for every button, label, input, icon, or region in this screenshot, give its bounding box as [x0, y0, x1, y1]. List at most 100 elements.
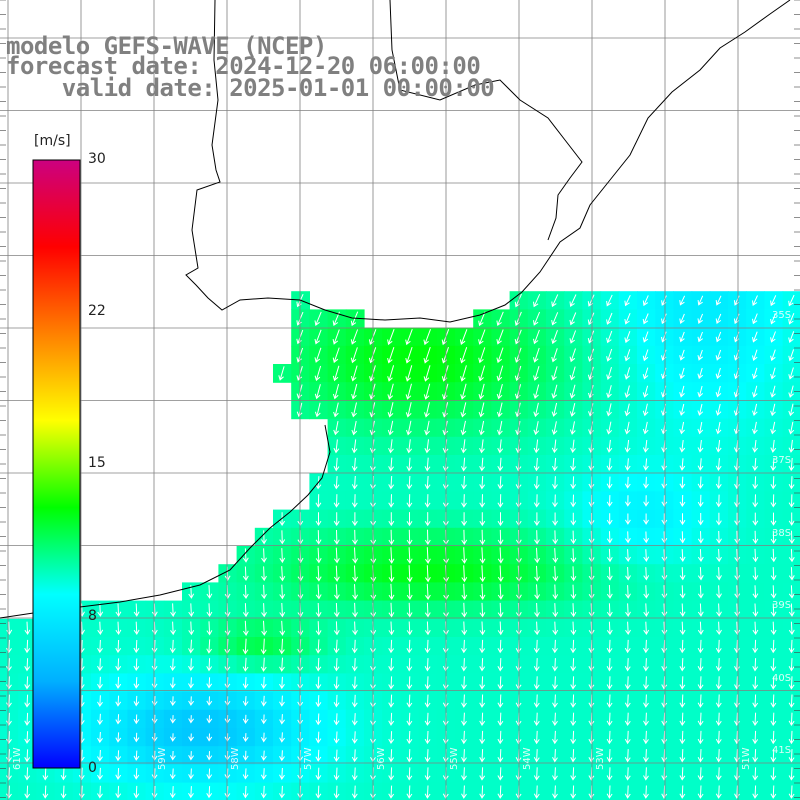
wind-arrow: [643, 658, 649, 672]
wind-arrow: [752, 639, 759, 654]
wind-arrow: [388, 639, 395, 654]
wind-arrow: [716, 603, 722, 617]
wind-arrow: [788, 567, 795, 581]
wind-arrow: [497, 457, 504, 472]
wind-arrow: [133, 639, 140, 654]
wind-arrow: [734, 567, 741, 581]
wind-arrow: [570, 712, 577, 727]
wind-arrow: [788, 476, 795, 490]
wind-arrow: [606, 403, 612, 417]
wind-arrow: [424, 457, 431, 472]
wind-arrow: [333, 512, 340, 527]
wind-arrow: [387, 347, 395, 364]
wind-arrow: [788, 785, 795, 799]
wind-arrow: [133, 785, 140, 799]
wind-arrow: [625, 621, 631, 636]
wind-arrow: [169, 677, 176, 689]
wind-arrow: [332, 329, 340, 345]
wind-arrow: [752, 439, 758, 453]
wind-arrow: [24, 694, 31, 708]
wind-arrow: [715, 458, 722, 471]
wind-arrow: [788, 749, 795, 763]
wind-arrow: [533, 457, 540, 472]
wind-arrow: [315, 584, 322, 600]
wind-arrow: [679, 403, 685, 416]
wind-arrow: [716, 585, 722, 599]
wind-arrow: [624, 785, 631, 799]
wind-arrow: [679, 767, 686, 781]
wind-arrow: [624, 749, 631, 763]
wind-arrow: [478, 311, 486, 327]
wind-arrow: [479, 712, 486, 727]
wind-arrow: [734, 676, 740, 690]
wind-arrow: [770, 403, 776, 417]
wind-arrow: [533, 311, 541, 326]
wind-arrow: [624, 458, 631, 471]
wind-arrow: [461, 730, 467, 745]
wind-arrow: [697, 313, 704, 324]
wind-arrow: [315, 767, 322, 781]
wind-arrow: [697, 295, 704, 306]
wind-arrow: [78, 785, 85, 799]
wind-arrow: [479, 494, 486, 508]
wind-arrow: [533, 512, 540, 526]
wind-arrow: [624, 513, 631, 525]
wind-arrow: [461, 767, 467, 781]
wind-arrow: [388, 547, 395, 564]
wind-arrow: [479, 457, 485, 472]
wind-arrow: [788, 603, 795, 617]
wind-arrow: [716, 621, 722, 636]
wind-arrow: [697, 476, 704, 490]
wind-arrow: [496, 365, 504, 382]
wind-arrow: [479, 730, 486, 745]
wind-arrow: [24, 621, 31, 636]
wind-arrow: [606, 749, 613, 763]
wind-arrow: [42, 767, 49, 781]
wind-arrow: [133, 750, 140, 761]
wind-arrow: [388, 785, 395, 799]
wind-arrow: [424, 712, 431, 726]
wind-arrow: [261, 620, 268, 636]
wind-arrow: [242, 603, 249, 618]
lat-label-32s: 32S: [772, 93, 792, 104]
wind-arrow: [387, 365, 395, 382]
wind-arrow: [479, 749, 486, 763]
wind-arrow: [624, 367, 631, 380]
wind-arrow: [625, 549, 631, 563]
wind-arrow: [351, 785, 358, 799]
wind-arrow: [315, 749, 322, 762]
wind-arrow: [351, 694, 358, 708]
wind-arrow: [788, 349, 795, 362]
wind-arrow: [752, 476, 759, 490]
wind-arrow: [533, 712, 540, 727]
wind-arrow: [642, 403, 649, 417]
wind-arrow: [570, 457, 577, 472]
wind-arrow: [552, 730, 558, 745]
wind-arrow: [479, 565, 486, 583]
wind-arrow: [478, 420, 485, 436]
wind-arrow: [351, 439, 358, 454]
wind-arrow: [97, 695, 103, 708]
wind-arrow: [569, 330, 577, 344]
wind-arrow: [333, 565, 340, 582]
wind-arrow: [570, 730, 577, 745]
wind-arrow: [715, 494, 722, 508]
wind-arrow: [260, 714, 267, 725]
wind-arrow: [314, 402, 321, 418]
wind-arrow: [279, 566, 286, 582]
wind-arrow: [351, 383, 358, 400]
wind-arrow: [752, 403, 758, 417]
wind-arrow: [534, 602, 540, 618]
wind-arrow: [715, 440, 722, 453]
wind-arrow: [570, 694, 577, 708]
wind-arrow: [461, 712, 467, 727]
wind-arrow: [788, 385, 794, 398]
wind-arrow: [661, 712, 668, 727]
wind-arrow: [24, 731, 31, 744]
wind-arrow: [679, 367, 685, 380]
wind-arrow: [733, 439, 740, 453]
wind-arrow: [697, 585, 704, 599]
wind-arrow: [606, 639, 613, 654]
wind-arrow: [552, 658, 558, 672]
wind-arrow: [314, 365, 322, 382]
